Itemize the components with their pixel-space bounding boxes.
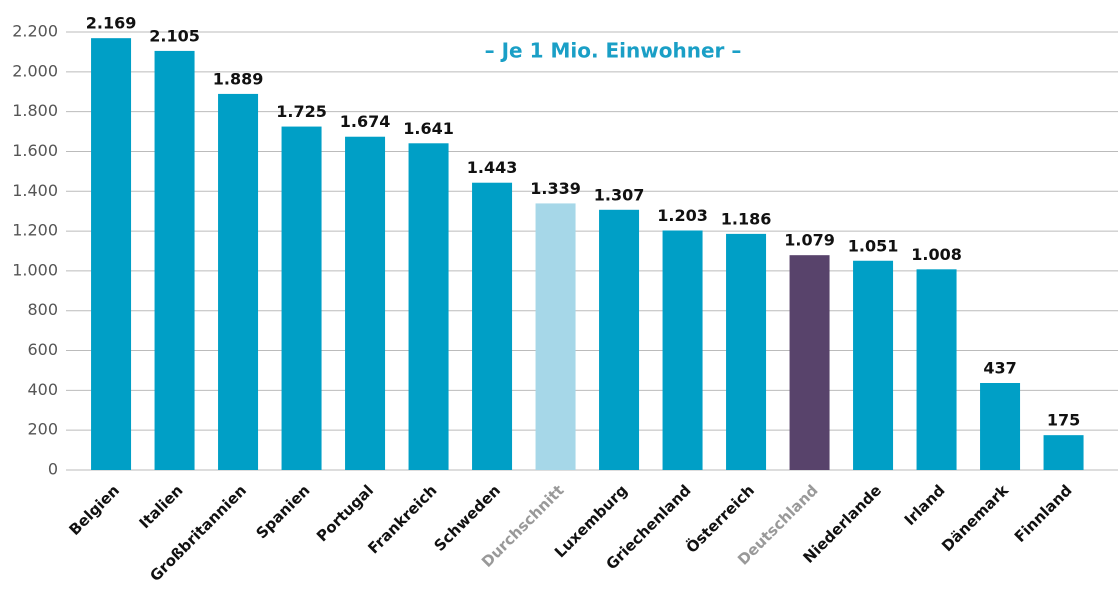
- value-label: 1.079: [784, 231, 835, 250]
- y-tick-label: 200: [27, 420, 58, 439]
- y-tick-label: 2.200: [12, 22, 58, 41]
- y-tick-label: 1.600: [12, 141, 58, 160]
- y-tick-label: 2.000: [12, 61, 58, 80]
- bar: [472, 182, 513, 470]
- y-tick-label: 1.400: [12, 181, 58, 200]
- value-label: 2.169: [86, 14, 137, 33]
- x-tick-label: Spanien: [253, 481, 314, 542]
- bar: [853, 260, 894, 470]
- bar: [281, 126, 322, 471]
- x-tick-label: Frankreich: [364, 481, 440, 557]
- value-label: 1.725: [276, 102, 327, 121]
- bar: [726, 233, 767, 470]
- annotation: – Je 1 Mio. Einwohner –: [485, 39, 742, 63]
- value-label: 1.008: [911, 245, 962, 264]
- x-tick-label: Portugal: [313, 481, 377, 545]
- value-label: 175: [1047, 411, 1080, 430]
- bar: [154, 50, 195, 470]
- value-label: 2.105: [149, 26, 200, 45]
- y-tick-label: 1.000: [12, 260, 58, 279]
- x-tick-label: Belgien: [65, 481, 123, 539]
- y-tick-label: 800: [27, 300, 58, 319]
- y-tick-label: 0: [48, 460, 58, 479]
- bar: [980, 382, 1021, 470]
- value-label: 1.203: [657, 206, 708, 225]
- x-tick-label: Italien: [136, 481, 187, 532]
- x-tick-label: Irland: [901, 481, 949, 529]
- value-label: 1.339: [530, 179, 581, 198]
- bar: [535, 203, 576, 470]
- bar: [789, 255, 830, 470]
- value-label: 1.443: [467, 158, 518, 177]
- value-label: 1.186: [721, 209, 772, 228]
- bar: [408, 143, 449, 471]
- y-tick-label: 400: [27, 380, 58, 399]
- y-tick-label: 1.200: [12, 221, 58, 240]
- y-tick-label: 1.800: [12, 101, 58, 120]
- value-label: 1.307: [594, 185, 645, 204]
- value-label: 1.051: [848, 236, 899, 255]
- y-tick-label: 600: [27, 340, 58, 359]
- bar: [916, 269, 957, 470]
- value-label: 1.889: [213, 69, 264, 88]
- bar: [345, 136, 386, 471]
- bar: [599, 209, 640, 470]
- value-label: 1.641: [403, 119, 454, 138]
- x-tick-label: Dänemark: [938, 481, 1013, 556]
- value-label: 437: [983, 358, 1016, 377]
- bar: [662, 230, 703, 470]
- bar: [218, 93, 259, 471]
- bar: [91, 38, 132, 471]
- value-label: 1.674: [340, 112, 391, 131]
- bar: [1043, 435, 1084, 470]
- x-tick-label: Finnland: [1011, 481, 1076, 546]
